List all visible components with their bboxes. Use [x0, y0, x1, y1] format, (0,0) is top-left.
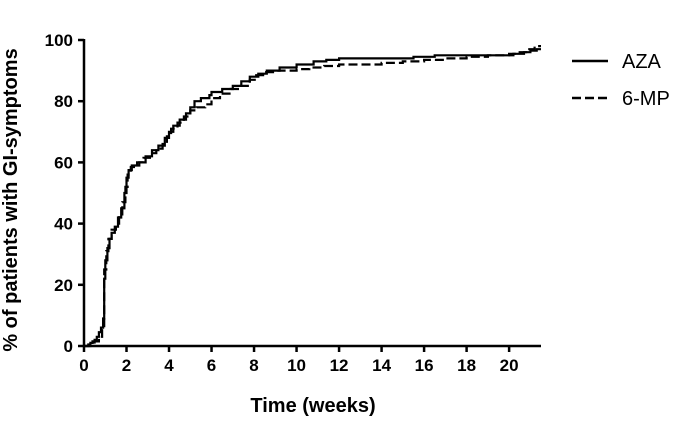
y-tick-label: 40 — [54, 215, 73, 234]
y-tick-label: 80 — [54, 92, 73, 111]
axes-layer: 0 20 40 60 80 100 0 2 4 6 8 10 12 14 16 18 20 — [45, 31, 541, 375]
y-tick-label: 20 — [54, 276, 73, 295]
x-tick-label: 8 — [249, 356, 258, 375]
x-tick-label: 0 — [79, 356, 88, 375]
y-tick-label: 60 — [54, 153, 73, 172]
series-line-6-mp — [84, 45, 541, 348]
legend: AZA 6-MP — [572, 51, 670, 110]
x-axis-title: Time (weeks) — [250, 395, 375, 417]
x-tick-label: 4 — [164, 356, 174, 375]
x-tick-label: 6 — [207, 356, 216, 375]
series-layer — [84, 45, 541, 348]
y-axis-title: % of patients with GI-symptoms — [0, 48, 22, 351]
legend-label-6-mp: 6-MP — [622, 88, 670, 110]
legend-label-aza: AZA — [622, 51, 662, 73]
y-tick-label: 0 — [64, 337, 73, 356]
x-tick-label: 16 — [415, 356, 434, 375]
x-tick-label: 12 — [330, 356, 349, 375]
x-tick-label: 10 — [287, 356, 306, 375]
x-tick-label: 18 — [457, 356, 476, 375]
y-tick-label: 100 — [45, 31, 73, 50]
series-line-aza — [84, 48, 541, 348]
x-tick-label: 20 — [500, 356, 519, 375]
x-tick-label: 2 — [122, 356, 131, 375]
x-tick-label: 14 — [372, 356, 391, 375]
